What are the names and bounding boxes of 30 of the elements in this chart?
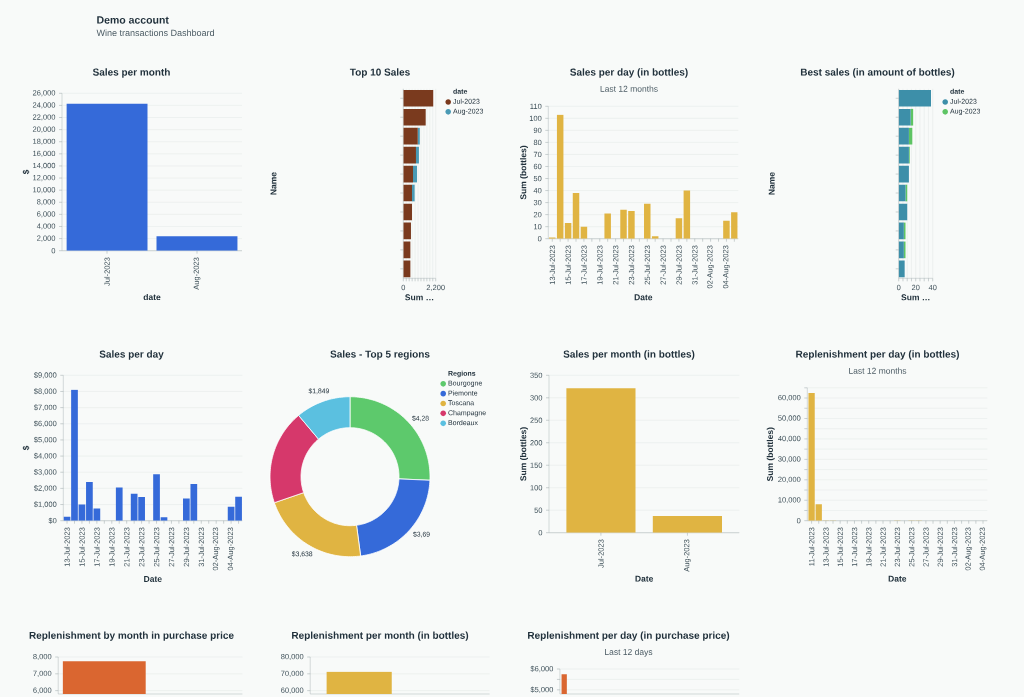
chart-title: Replenishment per day (in bottles): [796, 350, 959, 360]
text: Demo account: [97, 16, 169, 24]
chart-title: Top 10 Sales: [349, 68, 410, 78]
chart-title: Replenishment per month (in bottles): [292, 631, 469, 641]
chart-title: Replenishment by month in purchase price: [29, 631, 234, 641]
y-axis-title: Sum (bottles): [766, 427, 775, 482]
x-axis-title: Date: [888, 575, 907, 582]
chart-title: Replenishment per day (in purchase price): [528, 631, 730, 641]
chart-title: Sales per day (in bottles): [570, 68, 688, 78]
chart-title: Sales per day: [99, 350, 164, 360]
y-axis-title: $: [22, 445, 30, 451]
chart-subtitle: Last 12 days: [605, 648, 653, 657]
x-axis-title: Date: [635, 575, 654, 582]
chart-title: Sales - Top 5 regions: [330, 350, 430, 360]
chart-subtitle: Last 12 months: [849, 367, 907, 374]
y-axis-title: $: [22, 169, 30, 175]
text: Wine transactions Dashboard: [96, 29, 214, 37]
x-axis-title: Date: [634, 294, 653, 301]
x-axis-title: Sum …: [901, 294, 930, 301]
x-axis-title: Date: [144, 576, 162, 582]
y-axis-title: Name: [768, 172, 775, 195]
y-axis-title: Name: [270, 172, 277, 195]
x-axis-title: Sum …: [405, 294, 434, 301]
chart-subtitle: Last 12 months: [600, 85, 658, 92]
x-axis-title: date: [143, 293, 161, 301]
chart-title: Sales per month: [92, 68, 170, 78]
chart-title: Sales per month (in bottles): [563, 350, 695, 360]
y-axis-title: Sum (bottles): [520, 427, 528, 481]
chart-title: Best sales (in amount of bottles): [800, 68, 955, 78]
y-axis-title: Sum (bottles): [520, 145, 528, 200]
